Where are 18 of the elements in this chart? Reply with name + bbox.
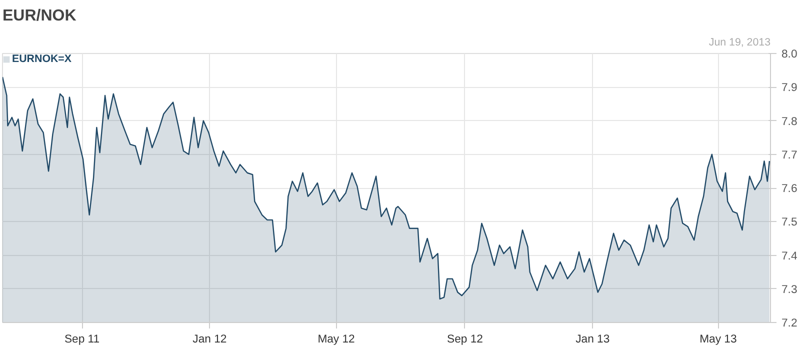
text: Jun 19, 2013: [708, 36, 771, 48]
x-tick-label: Sep 11: [64, 334, 100, 346]
x-tick-label: Jan 13: [576, 334, 610, 346]
y-tick-label: 7.7: [782, 149, 798, 162]
y-tick-label: 8.0: [782, 48, 798, 60]
y-tick-label: 7.2: [782, 318, 798, 330]
y-tick-label: 7.5: [782, 216, 798, 229]
y-tick-label: 7.8: [782, 116, 798, 128]
y-tick-label: 7.6: [782, 183, 798, 195]
y-tick-label: 7.4: [782, 250, 798, 262]
x-tick-label: Sep 12: [447, 334, 483, 346]
legend-label: EURNOK=X: [12, 53, 72, 65]
y-tick-label: 7.3: [782, 284, 798, 296]
x-tick-label: May 13: [700, 334, 737, 346]
x-tick-label: Jan 12: [192, 334, 227, 346]
y-tick-label: 7.9: [782, 82, 798, 94]
x-tick-label: May 12: [318, 334, 355, 346]
chart-title: EUR/NOK: [2, 8, 77, 24]
